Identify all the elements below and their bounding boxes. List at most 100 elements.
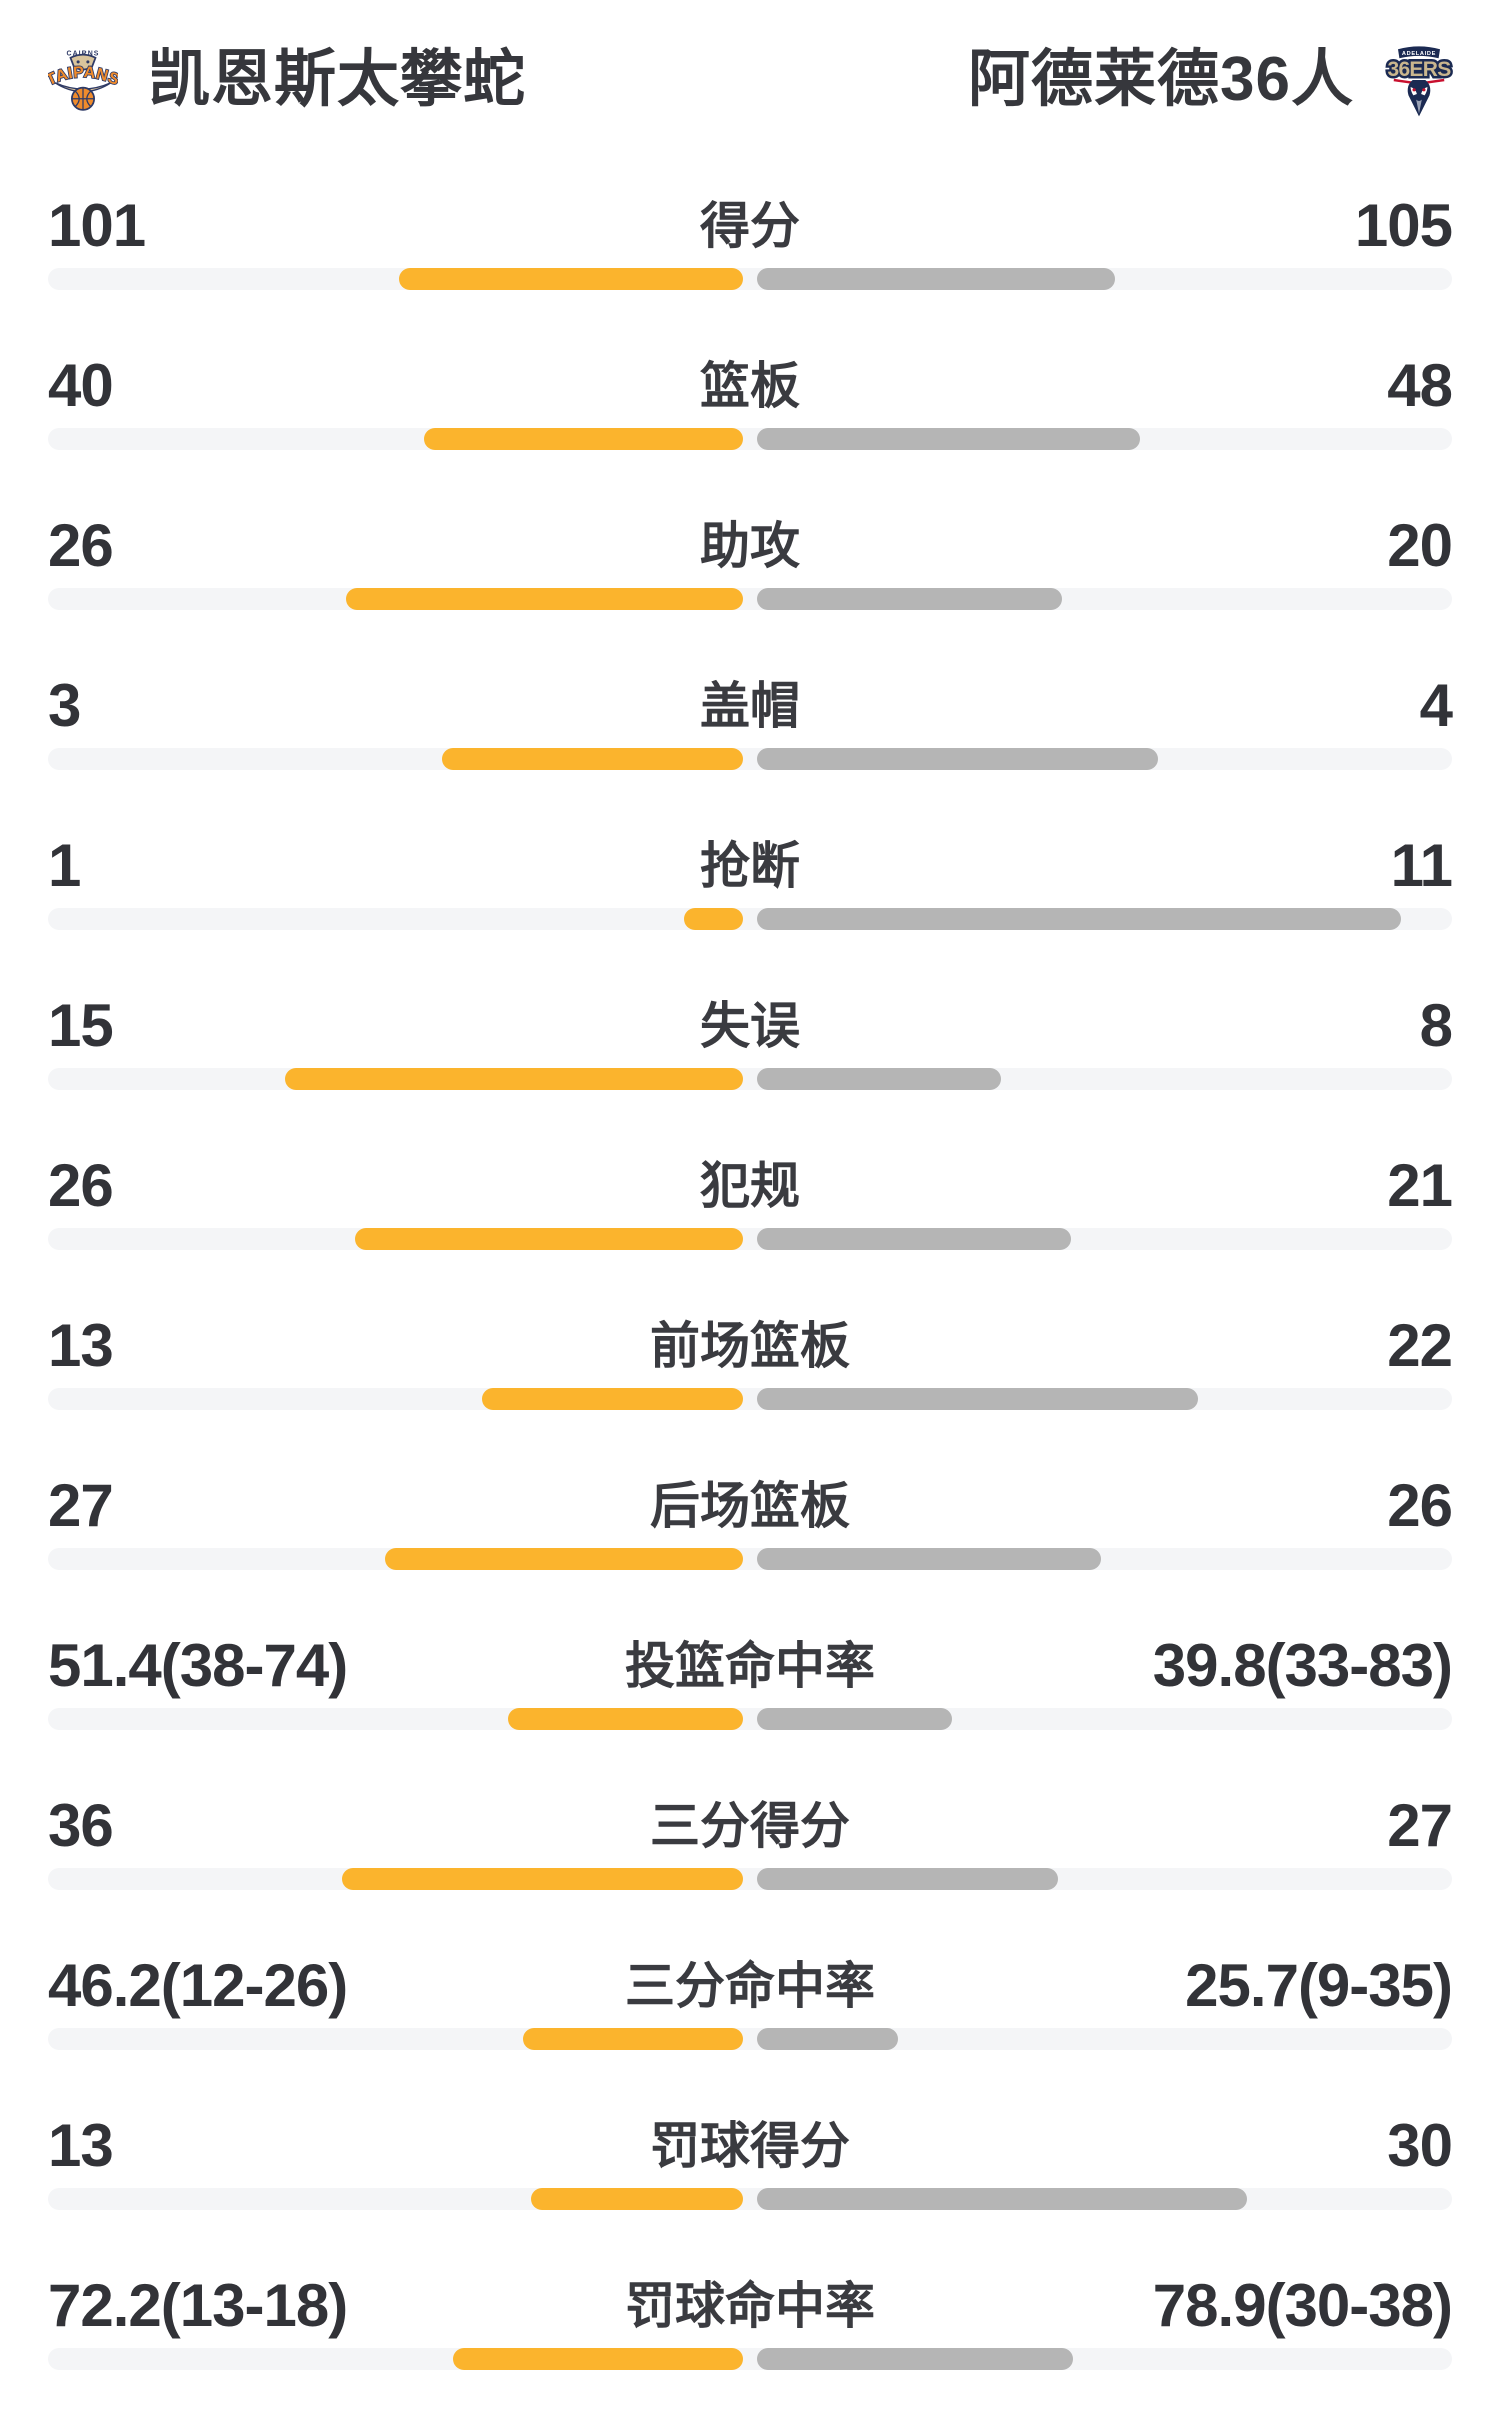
left-team-value: 3 bbox=[48, 672, 81, 739]
stat-bar-track bbox=[48, 908, 1452, 930]
stat-line: 26 助攻 20 bbox=[48, 512, 1453, 579]
right-team-value: 25.7(9-35) bbox=[1185, 1952, 1453, 2019]
right-team-bar bbox=[757, 748, 1158, 770]
left-team-value: 26 bbox=[48, 1152, 114, 1219]
right-team-bar bbox=[757, 2028, 898, 2050]
stat-label: 犯规 bbox=[700, 1158, 800, 1214]
left-team-bar bbox=[482, 1388, 743, 1410]
stat-bar-track bbox=[48, 748, 1452, 770]
stat-label: 投篮命中率 bbox=[625, 1638, 875, 1694]
left-team-value: 36 bbox=[48, 1792, 114, 1859]
sixers-logo-main-text: 36ERS bbox=[1387, 58, 1451, 81]
right-team-value: 20 bbox=[1387, 512, 1453, 579]
right-team-bar bbox=[757, 1868, 1058, 1890]
stat-line: 101 得分 105 bbox=[48, 192, 1453, 259]
right-team-name: 阿德莱德36人 bbox=[968, 45, 1354, 114]
left-team-value: 72.2(13-18) bbox=[48, 2272, 348, 2339]
stat-row: 3 盖帽 4 bbox=[0, 676, 1500, 836]
right-team-bar bbox=[757, 908, 1401, 930]
right-team-bar bbox=[757, 1708, 952, 1730]
stat-label: 篮板 bbox=[700, 358, 800, 414]
left-team-bar bbox=[399, 268, 743, 290]
left-team-value: 46.2(12-26) bbox=[48, 1952, 348, 2019]
stat-line: 15 失误 8 bbox=[48, 992, 1453, 1059]
right-team-value: 22 bbox=[1387, 1312, 1453, 1379]
left-team-bar bbox=[285, 1068, 743, 1090]
stat-line: 27 后场篮板 26 bbox=[48, 1472, 1453, 1539]
left-team-value: 40 bbox=[48, 352, 114, 419]
cairns-taipans-logo: CAIRNS TAIPANS bbox=[48, 51, 118, 111]
right-team-bar bbox=[757, 428, 1140, 450]
stat-row: 13 前场篮板 22 bbox=[0, 1316, 1500, 1476]
left-team-value: 15 bbox=[48, 992, 114, 1059]
stat-label: 得分 bbox=[700, 198, 800, 254]
stat-line: 13 前场篮板 22 bbox=[48, 1312, 1453, 1379]
left-team-bar bbox=[424, 428, 743, 450]
banner-shape bbox=[1398, 46, 1440, 59]
stat-bar-track bbox=[48, 1708, 1452, 1730]
left-team-value: 13 bbox=[48, 1312, 114, 1379]
stat-row: 72.2(13-18) 罚球命中率 78.9(30-38) bbox=[0, 2276, 1500, 2436]
stat-row: 15 失误 8 bbox=[0, 996, 1500, 1156]
left-team-bar bbox=[531, 2188, 743, 2210]
red-swoosh-left bbox=[1393, 78, 1414, 85]
stat-row: 26 助攻 20 bbox=[0, 516, 1500, 676]
stat-line: 1 抢断 11 bbox=[48, 832, 1453, 899]
stat-bar-track bbox=[48, 1068, 1452, 1090]
stat-row: 51.4(38-74) 投篮命中率 39.8(33-83) bbox=[0, 1636, 1500, 1796]
stat-line: 26 犯规 21 bbox=[48, 1152, 1453, 1219]
right-team-value: 48 bbox=[1387, 352, 1453, 419]
right-team-value: 27 bbox=[1387, 1792, 1453, 1859]
right-team-bar bbox=[757, 1228, 1071, 1250]
left-team-bar bbox=[385, 1548, 743, 1570]
left-team[interactable]: CAIRNS TAIPANS 凯恩斯太攀蛇 bbox=[48, 48, 526, 112]
stat-label: 抢断 bbox=[700, 838, 800, 894]
right-team-value: 21 bbox=[1387, 1152, 1453, 1219]
stat-bar-track bbox=[48, 1548, 1452, 1570]
right-team-value: 11 bbox=[1390, 832, 1453, 899]
stat-bar-track bbox=[48, 2028, 1452, 2050]
right-team-bar bbox=[757, 2188, 1247, 2210]
stat-label: 前场篮板 bbox=[650, 1318, 850, 1374]
stat-bar-track bbox=[48, 588, 1452, 610]
left-team-value: 101 bbox=[48, 192, 146, 259]
right-team-bar bbox=[757, 1388, 1198, 1410]
right-team-bar bbox=[757, 2348, 1073, 2370]
stat-line: 13 罚球得分 30 bbox=[48, 2112, 1453, 2179]
stat-row: 36 三分得分 27 bbox=[0, 1796, 1500, 1956]
red-swoosh-right bbox=[1424, 78, 1445, 85]
stat-label: 失误 bbox=[700, 998, 800, 1054]
right-team-value: 4 bbox=[1419, 672, 1453, 739]
right-team-bar bbox=[757, 588, 1062, 610]
stat-row: 40 篮板 48 bbox=[0, 356, 1500, 516]
right-team[interactable]: 阿德莱德36人 ADELAIDE 36ERS bbox=[968, 42, 1454, 118]
left-team-bar bbox=[453, 2348, 743, 2370]
stat-bar-track bbox=[48, 2188, 1452, 2210]
right-team-value: 78.9(30-38) bbox=[1152, 2272, 1453, 2339]
beak-shape bbox=[1416, 99, 1422, 114]
right-team-bar bbox=[757, 268, 1115, 290]
stat-row: 13 罚球得分 30 bbox=[0, 2116, 1500, 2276]
stat-bar-track bbox=[48, 428, 1452, 450]
right-team-bar bbox=[757, 1548, 1101, 1570]
left-team-bar bbox=[523, 2028, 743, 2050]
left-team-value: 27 bbox=[48, 1472, 114, 1539]
left-team-bar bbox=[346, 588, 743, 610]
stat-bar-track bbox=[48, 1388, 1452, 1410]
stat-line: 72.2(13-18) 罚球命中率 78.9(30-38) bbox=[48, 2272, 1453, 2339]
stat-label: 罚球得分 bbox=[650, 2118, 850, 2174]
left-team-value: 51.4(38-74) bbox=[48, 1632, 348, 1699]
stat-row: 101 得分 105 bbox=[0, 196, 1500, 356]
stat-bar-track bbox=[48, 1868, 1452, 1890]
left-team-value: 13 bbox=[48, 2112, 114, 2179]
sixers-logo-top-text: ADELAIDE bbox=[1402, 51, 1436, 57]
left-team-bar bbox=[442, 748, 743, 770]
stats-list: 101 得分 105 40 篮板 48 26 助攻 20 bbox=[0, 196, 1500, 2436]
stat-line: 40 篮板 48 bbox=[48, 352, 1453, 419]
stat-label: 三分命中率 bbox=[625, 1958, 875, 2014]
stat-label: 后场篮板 bbox=[650, 1478, 850, 1534]
stat-bar-track bbox=[48, 2348, 1452, 2370]
left-team-bar bbox=[508, 1708, 743, 1730]
stat-row: 46.2(12-26) 三分命中率 25.7(9-35) bbox=[0, 1956, 1500, 2116]
right-team-value: 8 bbox=[1419, 992, 1453, 1059]
